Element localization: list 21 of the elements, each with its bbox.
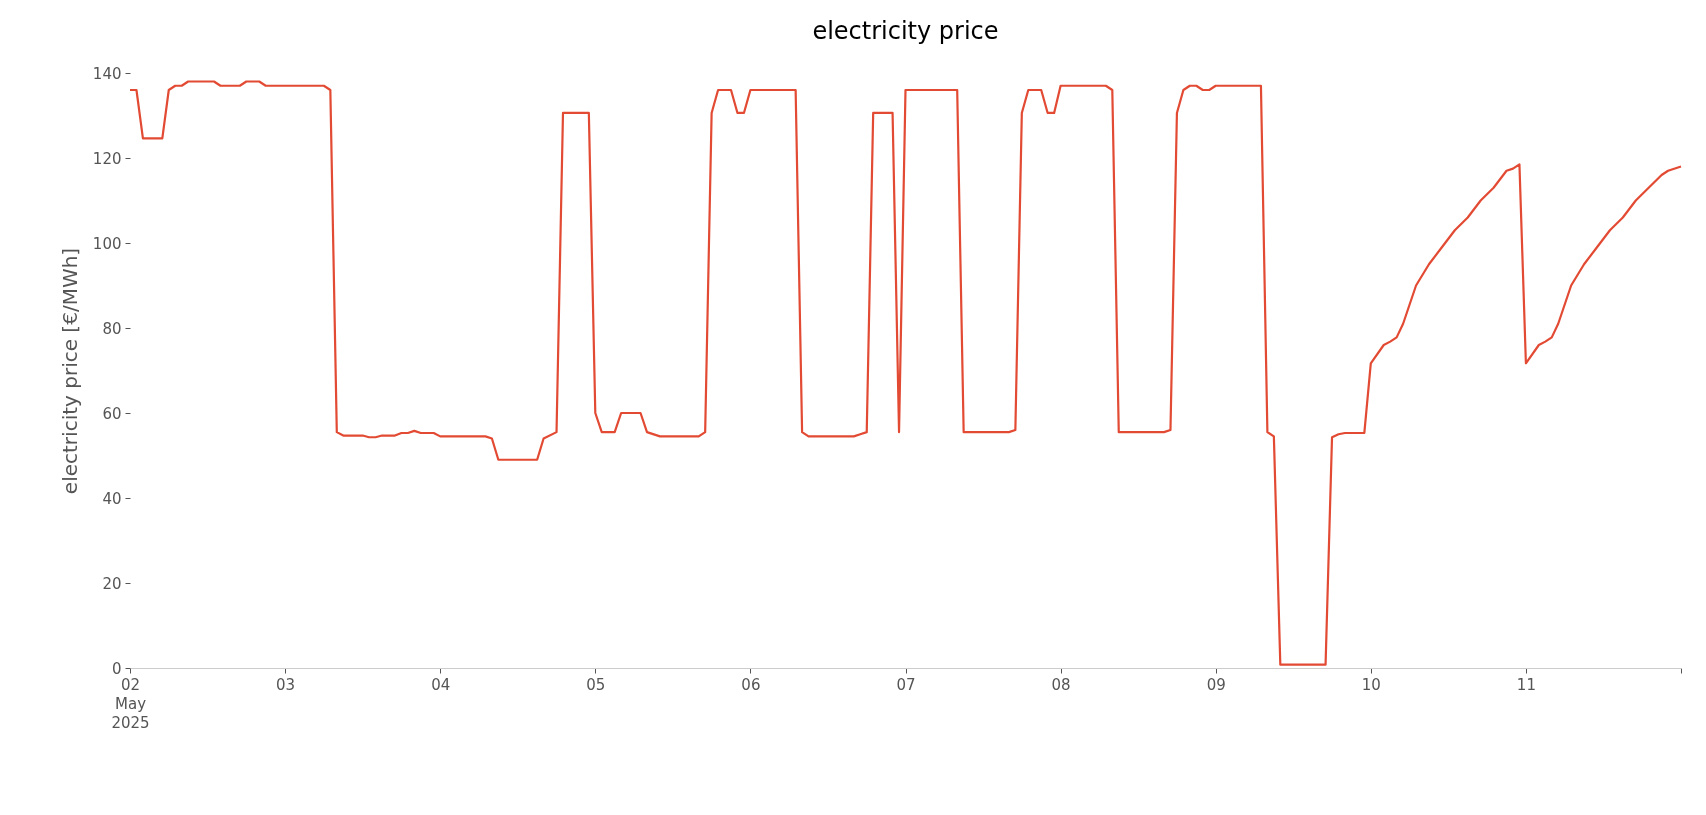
x-tick-label: 11 bbox=[1516, 675, 1536, 694]
x-tick-label: 08 bbox=[1051, 675, 1071, 694]
x-tick-label: 09 bbox=[1206, 675, 1226, 694]
y-tick-label: 40 bbox=[102, 489, 122, 508]
x-tick-label: 03 bbox=[276, 675, 296, 694]
y-tick-label: 60 bbox=[102, 404, 122, 423]
y-tick-label: 20 bbox=[102, 574, 122, 593]
x-tick-label: 07 bbox=[896, 675, 916, 694]
x-tick-label: 04 bbox=[431, 675, 451, 694]
line-series bbox=[128, 80, 1683, 666]
y-axis-title: electricity price [€/MWh] bbox=[57, 247, 82, 495]
x-tick-label: 05 bbox=[586, 675, 606, 694]
y-tick-label: 100 bbox=[92, 234, 122, 253]
chart-title: electricity price bbox=[812, 17, 999, 45]
y-tick-label: 120 bbox=[92, 149, 122, 168]
x-tick-label: 10 bbox=[1361, 675, 1381, 694]
x-tick-label: 02 May 2025 bbox=[111, 675, 150, 732]
y-tick-label: 0 bbox=[111, 659, 122, 678]
y-tick-label: 80 bbox=[102, 319, 122, 338]
y-tick-label: 140 bbox=[92, 64, 122, 83]
x-tick-label: 06 bbox=[741, 675, 761, 694]
